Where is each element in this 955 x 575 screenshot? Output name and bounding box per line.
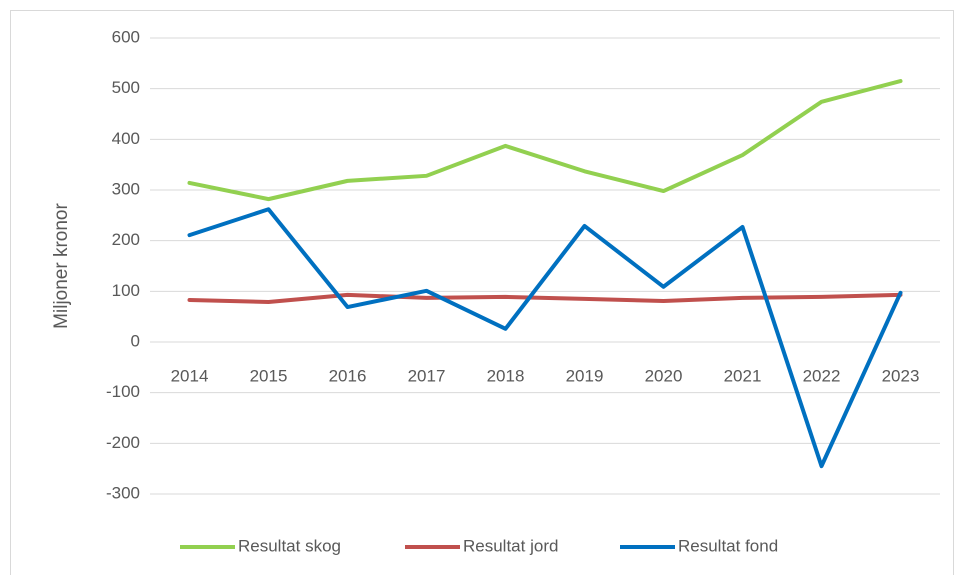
y-tick-label: 300 bbox=[112, 179, 140, 198]
data-line bbox=[187, 292, 903, 304]
y-tick-label: 200 bbox=[112, 230, 140, 249]
y-tick-label: 100 bbox=[112, 281, 140, 300]
y-tick-label: -100 bbox=[106, 382, 140, 401]
data-line bbox=[187, 207, 903, 469]
y-tick-label: 400 bbox=[112, 129, 140, 148]
y-tick-label: 600 bbox=[112, 27, 140, 46]
y-tick-label: -200 bbox=[106, 433, 140, 452]
x-tick-label: 2014 bbox=[171, 366, 209, 385]
legend-label: Resultat fond bbox=[678, 536, 778, 555]
x-tick-label: 2021 bbox=[724, 366, 762, 385]
legend-label: Resultat skog bbox=[238, 536, 341, 555]
chart-border bbox=[10, 10, 954, 575]
x-tick-label: 2017 bbox=[408, 366, 446, 385]
data-line bbox=[187, 79, 903, 202]
x-tick-label: 2020 bbox=[645, 366, 683, 385]
x-tick-label: 2018 bbox=[487, 366, 525, 385]
x-tick-label: 2019 bbox=[566, 366, 604, 385]
legend-label: Resultat jord bbox=[463, 536, 558, 555]
x-tick-label: 2022 bbox=[803, 366, 841, 385]
y-axis-label: Miljoner kronor bbox=[51, 203, 72, 329]
y-tick-label: 500 bbox=[112, 78, 140, 97]
y-tick-label: 0 bbox=[131, 331, 140, 350]
x-tick-label: 2015 bbox=[250, 366, 288, 385]
x-tick-label: 2023 bbox=[882, 366, 920, 385]
x-tick-label: 2016 bbox=[329, 366, 367, 385]
y-tick-label: -300 bbox=[106, 483, 140, 502]
